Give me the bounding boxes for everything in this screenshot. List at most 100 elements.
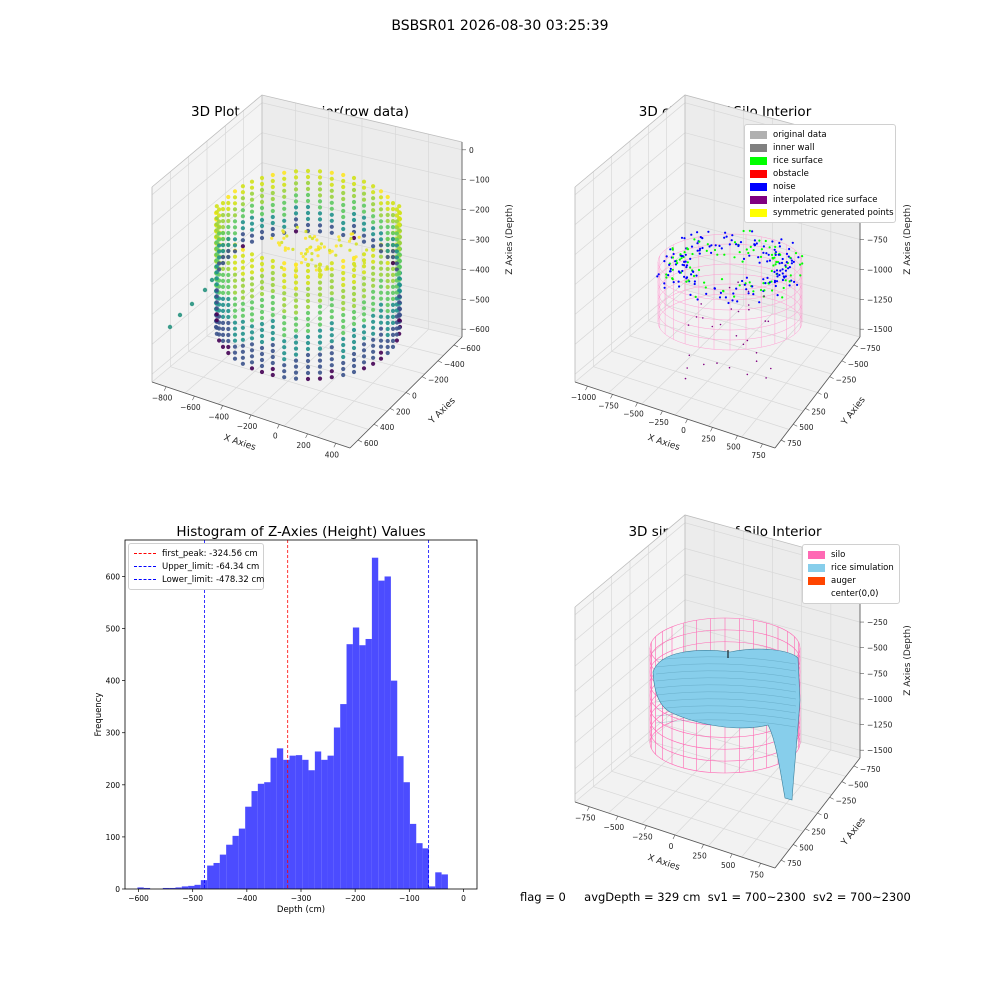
data-point [385,284,390,290]
data-point [385,242,390,248]
data-point [305,249,309,254]
x-tick [610,394,613,399]
grid-line [184,297,296,394]
data-point [305,274,311,280]
data-point [763,289,766,292]
data-point [725,235,728,238]
data-point [282,261,287,266]
data-point [357,235,361,239]
data-point [282,273,287,278]
data-point [351,327,357,333]
data-point [317,175,323,180]
data-point [220,290,226,295]
data-point [749,245,752,248]
data-point [775,269,779,272]
data-point [361,185,367,190]
data-point [781,278,784,282]
data-point [371,190,376,195]
data-point [249,221,255,226]
data-point [385,254,390,260]
data-point [371,331,376,336]
data-point [371,265,376,270]
legend-swatch [750,182,767,191]
legend-item: auger [808,574,894,587]
data-point [371,253,376,258]
data-point [735,243,738,246]
silo-wireframe-ring [657,263,803,321]
legend-item: first_peak: -324.56 cm [134,547,258,560]
data-point [737,281,739,284]
y-tick-label: 0 [824,812,829,821]
data-point [270,258,275,264]
data-point [293,316,299,321]
z-tick-label: −500 [469,295,490,304]
histogram-bar [384,576,391,889]
data-point [738,251,741,254]
grid-line [261,289,463,338]
histogram-bar [283,759,290,889]
histogram-bar [169,887,176,889]
data-point [751,230,754,233]
data-point [226,206,231,212]
data-point [305,376,311,382]
data-point [390,237,396,242]
data-point [341,220,346,226]
data-point [775,260,778,264]
data-point [773,248,776,251]
data-point [259,345,265,351]
data-point [781,272,784,275]
data-point [353,264,357,268]
x-tick [248,414,252,420]
data-point [329,291,334,296]
data-point [728,243,731,246]
data-point [259,339,265,345]
data-point [751,285,754,288]
data-point [240,184,245,189]
data-point [753,239,756,242]
data-point [217,261,222,266]
data-point [686,248,690,251]
z-tick-label: −1000 [867,265,893,274]
data-point [371,307,376,312]
data-point [773,270,776,273]
data-point [687,324,690,326]
data-point [703,363,705,366]
histogram-bar [340,704,347,889]
y-tick [405,392,411,395]
data-point [305,286,311,292]
data-point [232,314,238,319]
data-point [341,330,346,336]
data-point [220,213,226,218]
data-point [282,230,286,234]
data-point [259,223,265,229]
data-point [684,253,687,256]
y-tick-label: −500 [848,360,869,369]
z-tick-label: 0 [469,146,474,155]
histogram-bar [416,843,423,889]
data-point [685,280,688,283]
data-point [371,244,376,249]
data-point [774,284,777,288]
legend-line [134,553,156,554]
data-point [217,225,222,230]
data-point [317,328,323,333]
legend-label: interpolated rice surface [773,194,878,205]
data-point [351,297,357,303]
data-point [189,301,195,307]
data-point [371,289,376,294]
data-point [240,202,245,207]
data-point [385,326,390,332]
data-point [361,366,367,371]
data-point [385,212,390,218]
data-point [755,242,758,245]
data-point [698,240,701,243]
y-tick-label: 750 [787,439,802,448]
data-point [270,330,275,336]
x-tick [585,385,588,391]
data-point [217,207,222,212]
data-point [757,256,760,259]
data-point [351,205,357,211]
data-point [341,312,346,318]
data-point [282,315,287,320]
data-point [282,170,287,175]
